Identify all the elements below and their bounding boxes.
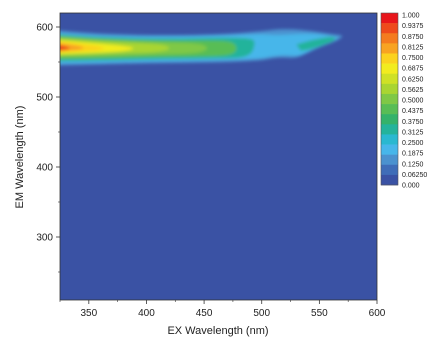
y-axis-title: EM Wavelength (nm) (14, 106, 26, 209)
contour-level-4 (296, 37, 336, 51)
colorbar-segment (381, 73, 398, 85)
colorbar-label: 0.2500 (402, 140, 424, 147)
colorbar-label: 0.5625 (402, 87, 424, 94)
colorbar-segment (381, 43, 398, 54)
x-tick-label: 600 (369, 308, 386, 319)
colorbar-label: 1.000 (402, 13, 420, 20)
colorbar-labels: 1.000 0.9375 0.8750 0.8125 0.7500 0.6875 0.625… (402, 13, 427, 190)
y-tick-label: 600 (36, 23, 53, 34)
colorbar-segment (381, 23, 398, 34)
colorbar (380, 12, 399, 186)
colorbar-label: 0.6875 (402, 66, 424, 73)
colorbar-segment (381, 83, 398, 95)
colorbar-frame (380, 12, 399, 186)
x-tick-label: 400 (138, 308, 155, 319)
colorbar-label: 0.06250 (402, 172, 427, 179)
colorbar-label: 0.1875 (402, 151, 424, 158)
contour-level-11 (60, 45, 70, 51)
x-tick-label: 450 (196, 308, 213, 319)
colorbar-segment (381, 93, 398, 105)
x-tick-label: 550 (311, 308, 328, 319)
y-tick-label: 400 (36, 163, 53, 174)
colorbar-segment (381, 63, 398, 75)
colorbar-label: 0.000 (402, 183, 420, 190)
colorbar-label: 0.3750 (402, 119, 424, 126)
colorbar-label: 0.9375 (402, 23, 424, 30)
colorbar-segment (381, 13, 398, 24)
colorbar-segment (381, 134, 398, 145)
x-axis-ticks: 350 400 450 500 550 600 (59, 300, 386, 319)
colorbar-label: 0.8125 (402, 44, 424, 51)
colorbar-label: 0.3125 (402, 129, 424, 136)
colorbar-label: 0.1250 (402, 161, 424, 168)
colorbar-segment (381, 53, 398, 64)
x-tick-label: 350 (80, 308, 97, 319)
colorbar-segment (381, 104, 398, 115)
colorbar-segment (381, 124, 398, 135)
colorbar-label: 0.4375 (402, 108, 424, 115)
colorbar-segment (381, 164, 398, 176)
plot-frame (59, 12, 378, 301)
colorbar-segment (381, 33, 398, 44)
colorbar-label: 0.7500 (402, 55, 424, 62)
colorbar-label: 0.8750 (402, 34, 424, 41)
y-tick-label: 500 (36, 93, 53, 104)
colorbar-segment (381, 144, 398, 155)
colorbar-segment (381, 114, 398, 125)
fluorescence-band (60, 29, 343, 66)
colorbar-label: 0.6250 (402, 76, 424, 83)
y-tick-label: 300 (36, 233, 53, 244)
colorbar-label: 0.5000 (402, 98, 424, 105)
y-axis-ticks: 300 400 500 600 (36, 23, 60, 273)
x-tick-label: 500 (253, 308, 270, 319)
colorbar-segment (381, 174, 398, 186)
colorbar-segment (381, 154, 398, 166)
x-axis-title: EX Wavelength (nm) (167, 325, 268, 337)
